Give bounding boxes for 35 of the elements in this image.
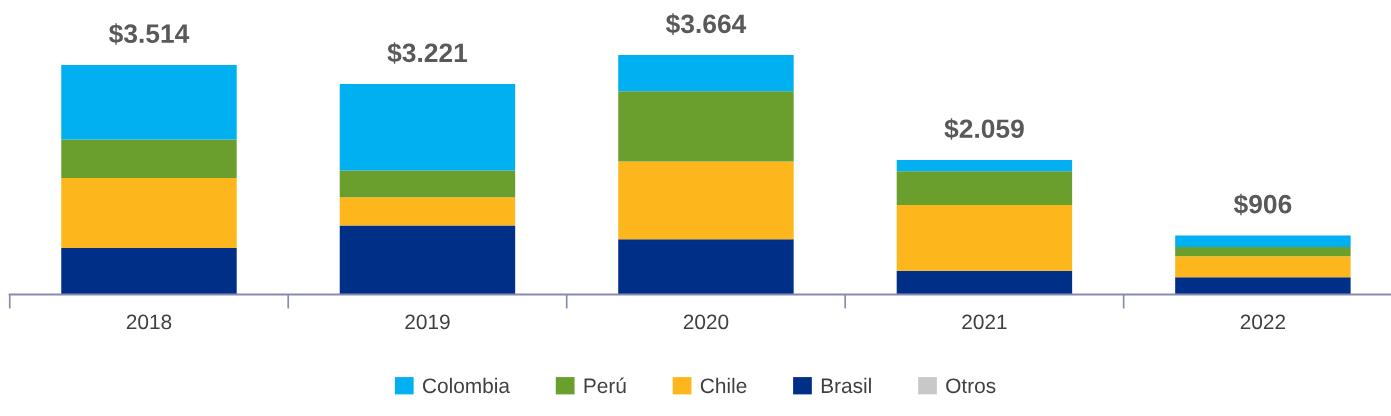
bar <box>61 177 237 249</box>
bar <box>339 84 516 171</box>
x-tick-label: 2018 <box>126 314 172 330</box>
bar <box>339 225 516 295</box>
legend-label: Colombia <box>423 377 510 394</box>
bar <box>618 239 794 295</box>
x-tick-label: 2019 <box>405 314 450 330</box>
bar <box>896 171 1073 205</box>
bar <box>1175 247 1351 257</box>
legend-label: Otros <box>946 378 996 394</box>
legend-label: Chile <box>700 377 747 394</box>
bar <box>618 161 794 240</box>
legend-label: Brasil <box>821 377 871 394</box>
annotation: $3.514 <box>108 23 190 45</box>
bar <box>339 170 516 198</box>
bar <box>1175 235 1351 248</box>
bar <box>1175 277 1351 295</box>
x-tick-label: 2022 <box>1240 314 1286 330</box>
x-tick-label: 2021 <box>962 314 1007 330</box>
bar <box>1175 256 1351 278</box>
annotation: $2.059 <box>944 118 1024 140</box>
x-tick-label: 2020 <box>683 314 729 330</box>
bar <box>896 270 1073 295</box>
bar <box>896 204 1073 271</box>
annotation: $3.221 <box>387 42 468 64</box>
bar <box>896 159 1073 172</box>
legend-label: Perú <box>584 377 626 394</box>
bar <box>618 55 794 92</box>
bar <box>61 64 237 140</box>
bar <box>618 91 794 162</box>
annotation: $906 <box>1233 193 1292 216</box>
annotation: $3.664 <box>665 13 747 35</box>
bar <box>61 248 237 295</box>
bar <box>61 139 237 178</box>
bar <box>339 197 516 226</box>
